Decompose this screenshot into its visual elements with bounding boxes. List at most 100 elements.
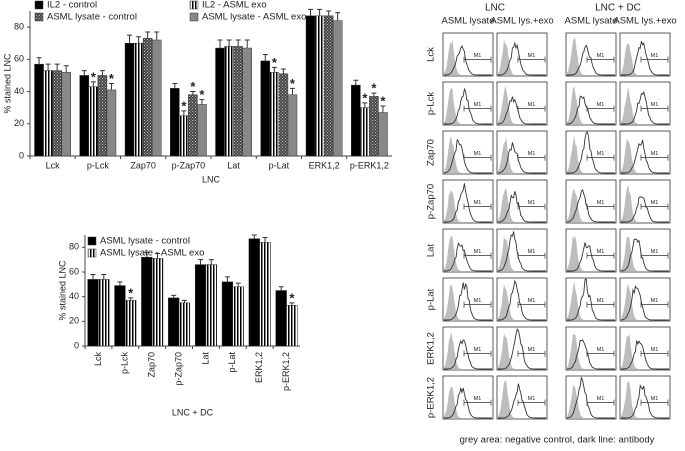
histogram [619,81,671,126]
significance-mark: * [181,98,187,113]
column-label: ASML lys.+exo [613,16,676,27]
y-tick-label: 60 [69,266,79,276]
gate-label: M1 [474,347,482,353]
x-axis-label: LNC + DC [172,407,214,417]
legend-label: IL2 - control [47,0,97,11]
bar [275,290,287,347]
bar [287,94,298,157]
error-bar [127,34,133,44]
error-bar [217,39,223,49]
gate-label: M1 [651,151,659,157]
bar [259,242,271,347]
histogram [565,228,617,273]
error-bar [155,253,161,259]
histogram [442,32,494,77]
bar [114,285,126,347]
error-bar [308,8,314,16]
histogram [619,228,671,273]
column-label: ASML lysate [565,16,618,27]
error-bar [172,83,178,89]
bar [34,63,44,157]
x-tick-label: p-ERK1,2 [350,160,389,170]
gate-label: M1 [528,200,536,206]
error-bar [262,54,268,61]
error-bar [145,31,151,39]
bar [232,286,244,347]
gate-label: M1 [651,200,659,206]
y-tick-label: 0 [19,150,24,160]
histogram [565,81,617,126]
histogram [496,228,548,273]
legend-swatch [34,12,44,22]
bar [369,96,379,157]
bar [233,46,243,157]
y-tick-label: 20 [69,316,79,326]
error-bar [36,57,42,65]
histogram [565,130,617,175]
histogram [442,81,494,126]
x-tick-label: p-ERK1,2 [281,352,291,391]
error-bar [108,83,114,90]
gate-label: M1 [528,298,536,304]
caption: grey area: negative control, dark line: … [460,435,655,446]
histogram [565,179,617,224]
error-bar [136,36,142,44]
gate-label: M1 [651,298,659,304]
gate-label: M1 [597,347,605,353]
y-tick-label: 40 [14,86,24,96]
histogram [442,228,494,273]
histogram [619,32,671,77]
bar [197,104,207,157]
column-label: ASML lys.+exo [490,16,553,27]
histogram [496,375,548,420]
histogram [442,179,494,224]
error-bar [289,302,295,306]
histogram [496,32,548,77]
error-bar [208,259,214,265]
bar [378,112,388,157]
bar [142,38,153,157]
error-bar [63,65,69,73]
error-bar [380,105,386,113]
x-tick-label: ERK1,2 [309,160,340,170]
gate-label: M1 [528,347,536,353]
bar [332,20,343,157]
bar [106,89,117,157]
bar [360,107,370,157]
legend-swatch [87,248,97,258]
error-bar [271,66,277,73]
significance-mark: * [190,79,196,94]
significance-mark: * [380,93,386,108]
error-bar [362,102,368,108]
error-bar [326,10,332,16]
x-tick-label: Lat [227,160,240,170]
bar [170,88,180,157]
bar [88,86,99,157]
error-bar [128,297,134,301]
row-label: Lat [426,244,437,258]
error-bar [289,87,295,95]
bar [351,84,361,157]
x-tick-label: p-Zap70 [172,160,206,170]
gate-label: M1 [474,102,482,108]
bar [286,305,298,347]
error-bar [335,12,341,21]
gate-label: M1 [474,249,482,255]
bar [242,47,252,157]
error-bar [45,63,51,71]
gate-label: M1 [651,347,659,353]
bar [125,300,137,347]
error-bar [353,79,359,86]
gate-label: M1 [474,53,482,59]
x-tick-label: p-Lck [120,352,130,375]
histogram [496,130,548,175]
gate-label: M1 [597,200,605,206]
bar [98,279,110,347]
gate-label: M1 [597,151,605,157]
x-tick-label: Zap70 [130,160,156,170]
gate-label: M1 [528,249,536,255]
histogram [442,375,494,420]
legend-swatch [34,0,44,10]
error-bar [235,282,241,287]
bar [188,94,198,157]
